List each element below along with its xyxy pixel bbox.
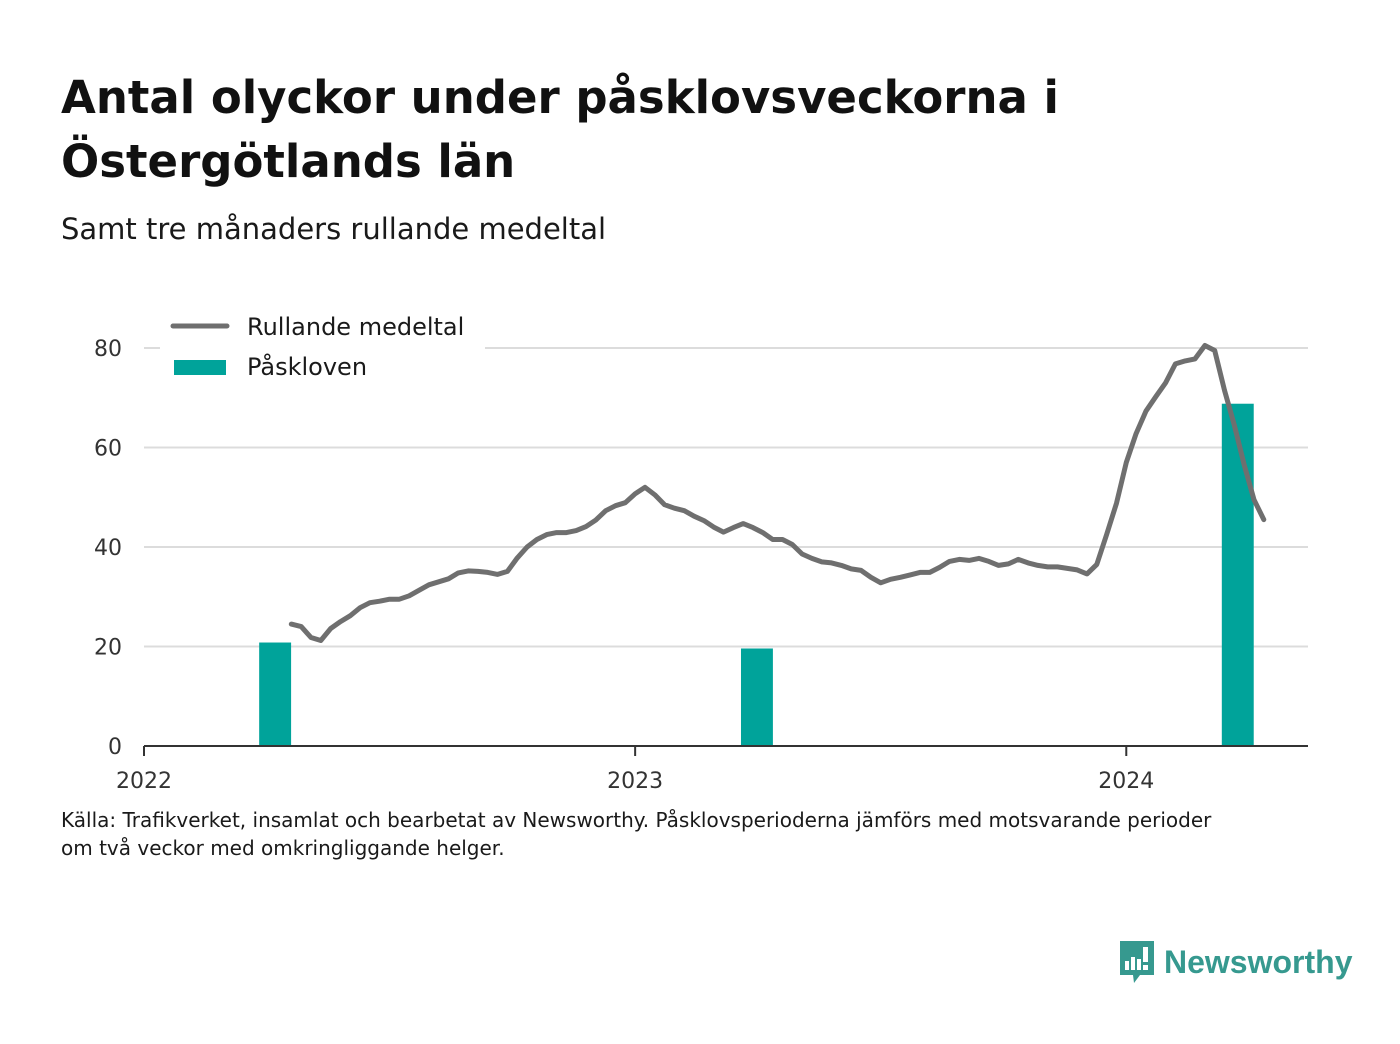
y-tick-label: 20	[94, 636, 122, 661]
y-tick-label: 40	[94, 536, 122, 561]
legend-line-label: Rullande medeltal	[247, 313, 464, 341]
y-tick-label: 80	[94, 337, 122, 362]
chart-title: Antal olyckor under påsklovsveckorna i Ö…	[61, 71, 1059, 188]
x-tick-label: 2022	[116, 769, 172, 794]
brand-name: Newsworthy	[1164, 943, 1353, 980]
brand-logo[interactable]: Newsworthy	[1118, 938, 1352, 986]
y-tick-label: 0	[108, 735, 122, 760]
newsworthy-logo-icon	[1120, 941, 1154, 983]
source-note-line-1: Källa: Trafikverket, insamlat och bearbe…	[61, 808, 1212, 832]
legend-bar-swatch	[174, 360, 226, 375]
gridlines	[144, 347, 1308, 648]
rolling-average-line	[288, 343, 1267, 643]
axes: 0 20 40 60 80 2022 2023 2024	[94, 337, 1308, 794]
bar-series	[259, 403, 1254, 746]
chart-subtitle: Samt tre månaders rullande medeltal	[61, 212, 607, 246]
bar	[740, 648, 773, 746]
y-tick-label: 60	[94, 437, 122, 462]
source-note: Källa: Trafikverket, insamlat och bearbe…	[61, 806, 1301, 862]
bar	[259, 642, 292, 746]
line-series	[288, 343, 1267, 643]
bar	[1221, 403, 1254, 746]
legend-bar-label: Påskloven	[247, 352, 367, 381]
x-tick-label: 2023	[607, 769, 663, 794]
x-tick-label: 2024	[1098, 769, 1154, 794]
legend: Rullande medeltal Påskloven	[160, 312, 485, 392]
chart: 0 20 40 60 80 2022 2023 2024 Rullande medeltal …	[94, 312, 1308, 794]
source-note-line-2: om två veckor med omkringliggande helger…	[61, 836, 505, 860]
